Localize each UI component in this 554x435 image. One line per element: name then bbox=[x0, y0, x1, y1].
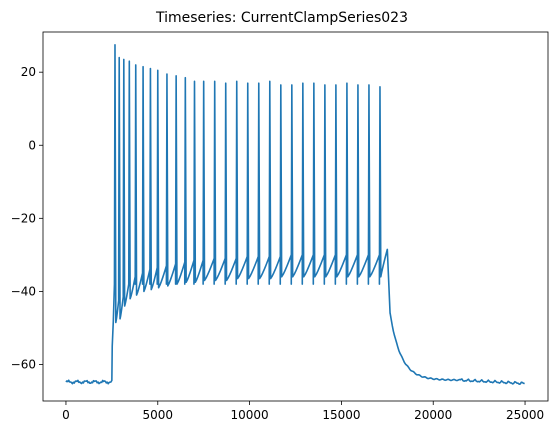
y-tick-label: 0 bbox=[28, 138, 36, 152]
x-tick-label: 10000 bbox=[230, 408, 268, 422]
x-tick-label: 0 bbox=[62, 408, 70, 422]
x-tick-label: 15000 bbox=[322, 408, 360, 422]
y-tick-label: −20 bbox=[11, 211, 36, 225]
y-tick-label: −60 bbox=[11, 357, 36, 371]
x-tick-label: 25000 bbox=[506, 408, 544, 422]
chart-title: Timeseries: CurrentClampSeries023 bbox=[155, 10, 408, 26]
series-line bbox=[65, 43, 525, 386]
plot-area bbox=[65, 43, 525, 386]
axes-frame bbox=[42, 31, 549, 402]
x-tick-label: 5000 bbox=[142, 408, 173, 422]
y-axis: −60 −40 −20 0 20 bbox=[11, 65, 43, 371]
y-tick-label: −40 bbox=[11, 284, 36, 298]
x-axis: 0 5000 10000 15000 20000 25000 bbox=[62, 401, 544, 422]
y-tick-label: 20 bbox=[21, 65, 36, 79]
x-tick-label: 20000 bbox=[414, 408, 452, 422]
